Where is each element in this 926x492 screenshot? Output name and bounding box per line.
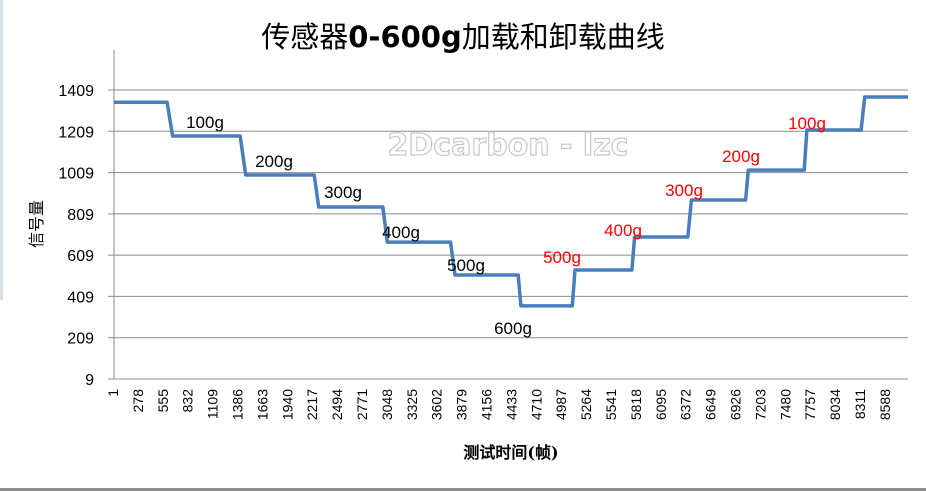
y-tick-label: 609 — [67, 248, 94, 265]
loading-label-400g: 400g — [382, 223, 420, 242]
left-edge-strip — [0, 0, 3, 300]
x-tick-label: 6926 — [728, 389, 744, 420]
unloading-label-500g: 500g — [543, 248, 581, 267]
x-axis-ticks: 1 278 555 832 1109 1386 1663 1940 2217 2494 2771 30… — [105, 389, 893, 420]
y-axis-ticks: 9 209 409 609 809 1009 1209 1409 — [58, 83, 94, 389]
x-tick-label: 4710 — [528, 389, 544, 420]
x-tick-label: 4987 — [553, 389, 569, 420]
x-tick-label: 1940 — [279, 389, 295, 420]
x-tick-label: 6095 — [653, 389, 669, 420]
x-tick-label: 7480 — [777, 389, 793, 420]
x-tick-label: 2494 — [329, 389, 345, 420]
signal-line — [114, 95, 908, 308]
x-tick-label: 278 — [130, 389, 146, 413]
x-tick-label: 2771 — [354, 389, 370, 420]
x-tick-label: 6649 — [703, 389, 719, 420]
chart-title: 传感器0-600g加载和卸载曲线 — [0, 14, 926, 56]
unloading-label-400g: 400g — [604, 221, 642, 240]
y-tick-label: 209 — [67, 331, 94, 348]
x-tick-label: 8588 — [877, 389, 893, 420]
x-tick-label: 8034 — [827, 389, 843, 420]
grid-lines — [108, 50, 908, 380]
y-tick-label: 1009 — [58, 166, 94, 183]
y-tick-label: 1209 — [58, 124, 94, 141]
x-tick-label: 1386 — [230, 389, 246, 420]
x-tick-label: 3879 — [454, 389, 470, 420]
x-tick-label: 7757 — [802, 389, 818, 420]
y-tick-label: 9 — [85, 372, 94, 389]
x-tick-label: 4433 — [503, 389, 519, 420]
x-tick-label: 555 — [155, 389, 171, 413]
x-tick-label: 3602 — [429, 389, 445, 420]
title-suffix: 加载和卸载曲线 — [461, 20, 665, 54]
unloading-label-300g: 300g — [665, 181, 703, 200]
load-annotations: 100g 200g 300g 400g 500g 600g 500g 400g 300g 200g… — [186, 113, 826, 338]
loading-label-200g: 200g — [255, 152, 293, 171]
unloading-label-100g: 100g — [788, 114, 826, 133]
x-tick-label: 1 — [105, 389, 121, 397]
x-tick-label: 6372 — [678, 389, 694, 420]
x-tick-label: 1109 — [205, 389, 221, 419]
x-tick-label: 4156 — [479, 389, 495, 420]
x-tick-label: 2217 — [304, 389, 320, 420]
y-tick-label: 809 — [67, 207, 94, 224]
y-tick-label: 409 — [67, 289, 94, 306]
bottom-border — [0, 488, 926, 491]
x-tick-label: 5541 — [603, 389, 619, 420]
loading-label-500g: 500g — [447, 256, 485, 275]
y-axis-title: 信号量 — [27, 200, 46, 248]
x-tick-label: 5264 — [578, 389, 594, 420]
x-tick-label: 3325 — [404, 389, 420, 420]
loading-label-300g: 300g — [324, 183, 362, 202]
x-tick-label: 832 — [180, 389, 196, 413]
unloading-label-200g: 200g — [722, 147, 760, 166]
loading-label-600g: 600g — [494, 319, 532, 338]
loading-label-100g: 100g — [186, 113, 224, 132]
watermark: 2Dcarbon - lzc — [388, 128, 629, 163]
x-axis-title: 测试时间(帧) — [463, 443, 558, 462]
x-tick-label: 8311 — [852, 389, 868, 419]
x-tick-label: 5818 — [628, 389, 644, 420]
title-range: 0-600g — [348, 20, 462, 54]
x-tick-label: 3048 — [379, 389, 395, 420]
y-tick-label: 1409 — [58, 83, 94, 100]
x-tick-label: 7203 — [752, 389, 768, 420]
x-tick-label: 1663 — [254, 389, 270, 420]
title-prefix: 传感器 — [261, 20, 349, 54]
